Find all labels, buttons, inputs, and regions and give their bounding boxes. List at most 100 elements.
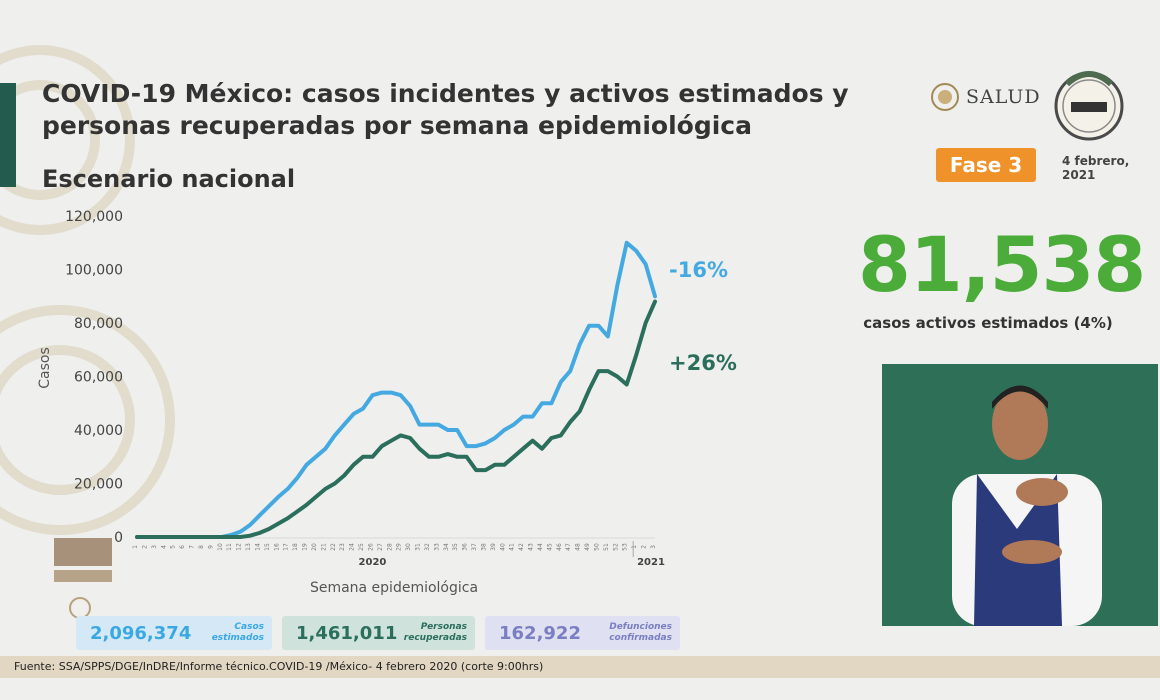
background-pattern [0, 45, 175, 535]
x-tick-label: 2 [141, 545, 148, 549]
salud-logo-text: SALUD [966, 86, 1041, 108]
mexico-2021-seal-icon [1054, 71, 1124, 141]
x-tick-label: 41 [509, 543, 516, 551]
x-tick-label: 25 [358, 543, 365, 551]
x-tick-label: 19 [302, 543, 309, 551]
x-tick-label: 5 [170, 545, 177, 549]
x-axis-label: Semana epidemiológica [310, 580, 478, 596]
x-tick-label: 52 [612, 543, 619, 551]
stat-label: Defunciones confirmadas [609, 622, 672, 643]
x-tick-label: 31 [415, 543, 422, 551]
accent-bar [0, 83, 16, 187]
x-tick-label: 10 [217, 543, 224, 551]
stat-value: 162,922 [499, 622, 581, 644]
x-tick-label: 13 [245, 543, 252, 551]
x-tick-label: 24 [349, 543, 356, 551]
y-tick-label: 120,000 [65, 209, 123, 225]
y-tick-label: 100,000 [65, 263, 123, 279]
x-tick-label: 2 [641, 545, 648, 549]
x-tick-label: 30 [405, 543, 412, 551]
x-tick-label: 12 [236, 543, 243, 551]
x-tick-label: 23 [339, 543, 346, 551]
cases-line-chart: 120,000100,00080,00060,00040,00020,0000 … [37, 209, 737, 596]
x-tick-label: 51 [603, 543, 610, 551]
x-tick-label: 35 [452, 543, 459, 551]
x-tick-label: 1 [132, 545, 139, 549]
x-tick-label: 3 [650, 545, 657, 549]
source-footer: Fuente: SSA/SPPS/DGE/InDRE/Informe técni… [0, 656, 1160, 678]
x-tick-label: 15 [264, 543, 271, 551]
x-tick-label: 43 [528, 543, 535, 551]
x-tick-label: 7 [189, 545, 196, 549]
phase-badge: Fase 3 [936, 148, 1036, 182]
x-tick-label: 26 [367, 543, 374, 551]
x-tick-label: 38 [480, 543, 487, 551]
x-tick-label: 4 [160, 545, 167, 549]
y-tick-label: 40,000 [74, 423, 123, 439]
x-tick-label: 50 [593, 543, 600, 551]
interpreter-video [882, 364, 1158, 626]
stat-label: Casos estimados [211, 622, 264, 643]
x-tick-label: 32 [424, 543, 431, 551]
x-tick-label: 47 [565, 543, 572, 551]
page-title: COVID-19 México: casos incidentes y acti… [42, 79, 849, 140]
x-tick-label: 46 [556, 543, 563, 551]
active-cases-caption: casos activos estimados (4%) [863, 314, 1113, 332]
x-tick-label: 9 [207, 545, 214, 549]
eagle-emblem-icon [931, 83, 959, 111]
stat-deaths: 162,922 Defunciones confirmadas [485, 616, 680, 650]
x-tick-label: 8 [198, 545, 205, 549]
x-tick-label: 16 [273, 543, 280, 551]
x-tick-label: 6 [179, 545, 186, 549]
series-end-label-2: +26% [669, 351, 737, 375]
series-end-label-1: -16% [669, 258, 728, 282]
x-tick-label: 36 [462, 543, 469, 551]
x-tick-label: 33 [433, 543, 440, 551]
x-tick-label: 20 [311, 543, 318, 551]
series-layer: -16% +26% [135, 240, 737, 539]
x-tick-label: 48 [575, 543, 582, 551]
stat-value: 2,096,374 [90, 622, 192, 644]
x-tick-label: 37 [471, 543, 478, 551]
y-axis: 120,000 100,000 80,000 60,000 40,000 20,000 0 [65, 209, 123, 546]
y-tick-label: 20,000 [74, 477, 123, 493]
x-tick-label: 18 [292, 543, 299, 551]
x-tick-label: 44 [537, 543, 544, 551]
y-tick-label: 0 [114, 530, 123, 546]
interpreter-figure [882, 364, 1158, 626]
y-tick-label: 80,000 [74, 316, 123, 332]
active-cases-number: 81,538 [858, 220, 1146, 309]
x-tick-label: 34 [443, 543, 450, 551]
x-tick-label: 27 [377, 543, 384, 551]
x-tick-label: 3 [151, 545, 158, 549]
x-tick-label: 22 [330, 543, 337, 551]
x-tick-label: 42 [518, 543, 525, 551]
x-tick-label: 14 [254, 543, 261, 551]
year-label-2021: 2021 [637, 557, 665, 568]
x-tick-label: 39 [490, 543, 497, 551]
stat-estimated-cases: 2,096,374 Casos estimados [76, 616, 272, 650]
y-axis-label: Casos [37, 347, 53, 389]
series-line-2 [135, 299, 657, 539]
x-tick-label: 28 [386, 543, 393, 551]
x-axis: 1 2 3 4 5 6 7 8 9 10 11 12 13 14 15 16 17 18 19 20 21 22 23 24 2… [132, 537, 665, 568]
x-tick-label: 45 [546, 543, 553, 551]
x-tick-label: 40 [499, 543, 506, 551]
report-date: 4 febrero, 2021 [1062, 154, 1130, 182]
gobierno-mexico-logo [54, 538, 112, 619]
salud-logo: SALUD [930, 82, 1041, 112]
series-line-1 [135, 240, 657, 539]
x-tick-label: 29 [396, 543, 403, 551]
y-tick-label: 60,000 [74, 370, 123, 386]
stat-value: 1,461,011 [296, 622, 398, 644]
stat-recovered: 1,461,011 Personas recuperadas [282, 616, 475, 650]
year-label-2020: 2020 [359, 557, 387, 568]
x-tick-label: 49 [584, 543, 591, 551]
stat-label: Personas recuperadas [403, 622, 467, 643]
x-tick-label: 17 [283, 543, 290, 551]
page-subtitle: Escenario nacional [42, 165, 296, 193]
x-tick-label: 1 [631, 545, 638, 549]
x-tick-label: 11 [226, 543, 233, 551]
x-tick-label: 21 [320, 543, 327, 551]
x-tick-label: 53 [622, 543, 629, 551]
